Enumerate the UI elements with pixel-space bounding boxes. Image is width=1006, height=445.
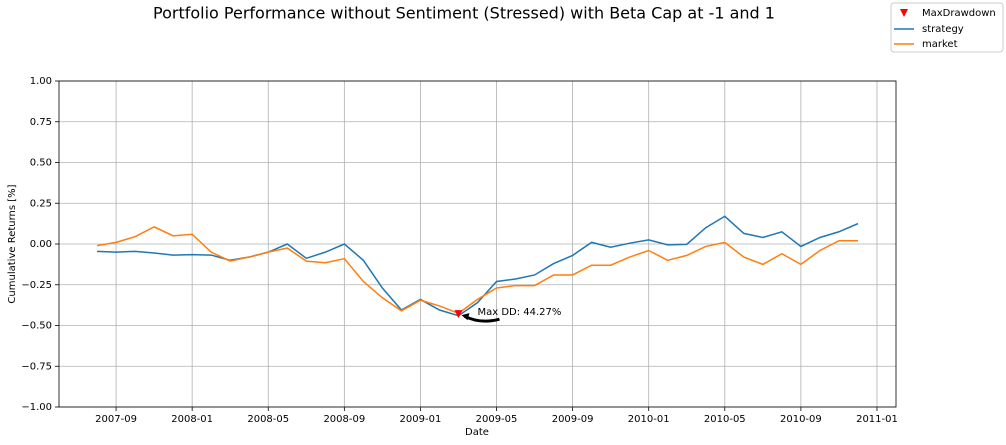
x-tick-label: 2009-01 bbox=[400, 414, 442, 425]
line-series bbox=[97, 215, 859, 317]
y-tick-label: −0.50 bbox=[21, 321, 52, 332]
x-tick-label: 2010-05 bbox=[704, 414, 746, 425]
x-tick-label: 2009-05 bbox=[476, 414, 518, 425]
y-axis-label: Cumulative Returns [%] bbox=[7, 184, 18, 303]
y-tick-label: 0.50 bbox=[30, 158, 52, 169]
max-drawdown-marker bbox=[454, 310, 463, 319]
x-tick-label: 2008-05 bbox=[247, 414, 289, 425]
legend-marker bbox=[900, 9, 908, 17]
x-tick-label: 2010-09 bbox=[780, 414, 822, 425]
x-tick-label: 2007-09 bbox=[95, 414, 137, 425]
x-tick-label: 2009-09 bbox=[552, 414, 594, 425]
y-tick-label: 0.75 bbox=[30, 117, 52, 128]
y-tick-label: 1.00 bbox=[30, 76, 52, 87]
y-tick-label: −0.75 bbox=[21, 361, 52, 372]
y-tick-label: −1.00 bbox=[21, 402, 52, 413]
x-tick-label: 2011-01 bbox=[856, 414, 898, 425]
y-tick-label: 0.25 bbox=[30, 198, 52, 209]
annotation: Max DD: 44.27% bbox=[477, 307, 561, 318]
line-series bbox=[96, 226, 858, 315]
y-tick-label: −0.25 bbox=[21, 280, 52, 291]
x-tick-label: 2008-09 bbox=[323, 414, 365, 425]
legend: MaxDrawdown strategy market bbox=[890, 2, 1004, 53]
legend-label: strategy bbox=[922, 24, 964, 35]
y-tick-label: 0.00 bbox=[30, 239, 52, 250]
x-tick-label: 2010-01 bbox=[628, 414, 670, 425]
annotation-arrowhead bbox=[461, 313, 470, 321]
legend-label: market bbox=[922, 39, 958, 50]
legend-label: MaxDrawdown bbox=[922, 8, 996, 19]
chart-title: Portfolio Performance without Sentiment … bbox=[153, 4, 775, 23]
plot-frame bbox=[58, 80, 897, 408]
x-axis-label: Date bbox=[465, 427, 489, 438]
legend-box bbox=[890, 2, 1004, 53]
x-tick-label: 2008-01 bbox=[171, 414, 213, 425]
